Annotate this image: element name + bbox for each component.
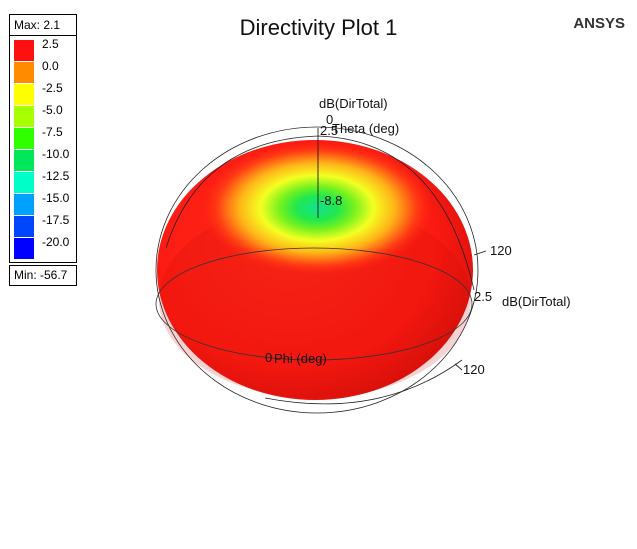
legend-entry: 2.5 xyxy=(14,37,76,61)
legend-tick-label: -17.5 xyxy=(42,213,70,227)
legend-entry: 0.0 xyxy=(14,59,76,83)
legend-tick-label: -12.5 xyxy=(42,169,70,183)
legend-swatch xyxy=(14,62,34,83)
legend-panel: Max: 2.1 2.5 0.0 -2.5 -5.0 -7.5 xyxy=(9,14,77,263)
reference-circle-outer xyxy=(155,126,479,414)
right-value-label: 2.5 xyxy=(474,289,492,304)
vertical-quantity-label: dB(DirTotal) xyxy=(319,96,388,111)
axis-tick-upper xyxy=(473,250,487,256)
right-tick-upper-label: 120 xyxy=(490,243,512,258)
legend-tick-label: -15.0 xyxy=(42,191,70,205)
legend-entry: -2.5 xyxy=(14,81,76,105)
plot-title: Directivity Plot 1 xyxy=(239,15,398,40)
legend-tick-label: -20.0 xyxy=(42,235,70,249)
phi-zero-label: 0 xyxy=(265,350,272,365)
legend-swatch xyxy=(14,216,34,237)
legend-swatch xyxy=(14,128,34,149)
right-quantity-label: dB(DirTotal) xyxy=(502,294,571,309)
legend-swatch xyxy=(14,194,34,215)
center-value-label: -8.8 xyxy=(320,193,342,208)
pattern-dimple xyxy=(199,140,435,276)
legend-min-label: Min: -56.7 xyxy=(9,265,77,286)
legend-swatch xyxy=(14,150,34,171)
legend-tick-label: -7.5 xyxy=(42,125,63,139)
legend-swatch xyxy=(14,238,34,259)
legend-tick-label: -10.0 xyxy=(42,147,70,161)
legend-scale: 2.5 0.0 -2.5 -5.0 -7.5 -10.0 xyxy=(10,36,76,262)
legend-tick-label: 2.5 xyxy=(42,37,59,51)
color-legend: Max: 2.1 2.5 0.0 -2.5 -5.0 -7.5 xyxy=(9,14,77,286)
brand-logo-text: ANSYS xyxy=(573,15,625,32)
legend-entry: -12.5 xyxy=(14,169,76,193)
legend-tick-label: 0.0 xyxy=(42,59,59,73)
legend-swatch xyxy=(14,40,34,61)
legend-entry: -10.0 xyxy=(14,147,76,171)
phi-axis-label: Phi (deg) xyxy=(274,351,327,366)
legend-entry: -17.5 xyxy=(14,213,76,237)
legend-tick-label: -5.0 xyxy=(42,103,63,117)
legend-tick-label: -2.5 xyxy=(42,81,63,95)
phi-reference-circle xyxy=(155,247,473,361)
legend-max-label: Max: 2.1 xyxy=(10,15,76,36)
legend-entry: -5.0 xyxy=(14,103,76,127)
right-tick-lower-label: 120 xyxy=(463,362,485,377)
legend-swatch xyxy=(14,172,34,193)
lower-reference-arc xyxy=(264,359,463,405)
axis-tick-lower xyxy=(454,363,463,371)
legend-swatch xyxy=(14,84,34,105)
legend-entry: -7.5 xyxy=(14,125,76,149)
theta-zero-label: 0 xyxy=(326,112,333,127)
theta-axis-label: Theta (deg) xyxy=(332,121,399,136)
legend-entry: -15.0 xyxy=(14,191,76,215)
theta-axis-value: 2.5 xyxy=(320,123,338,138)
legend-entry: -20.0 xyxy=(14,235,76,259)
legend-swatch xyxy=(14,106,34,127)
